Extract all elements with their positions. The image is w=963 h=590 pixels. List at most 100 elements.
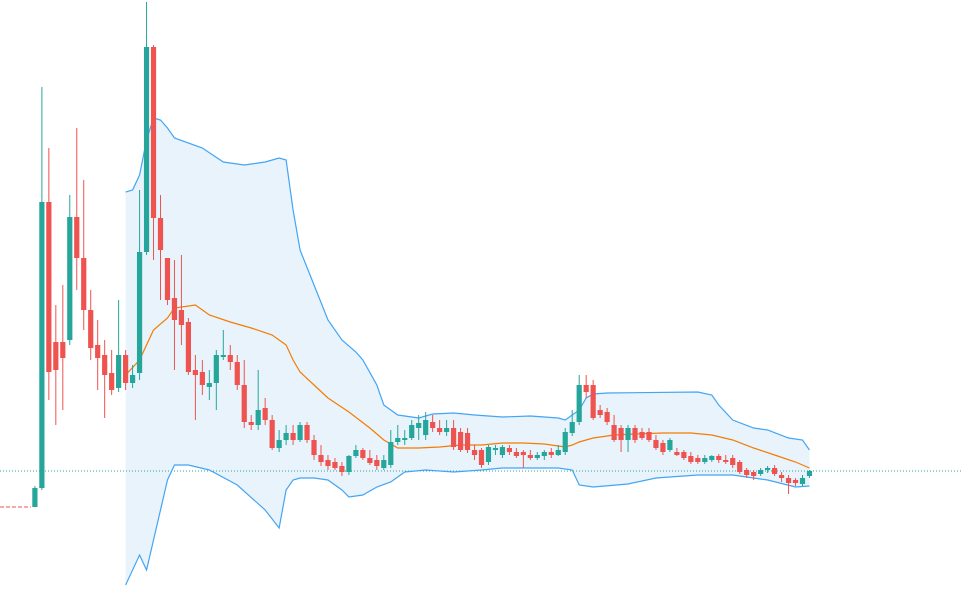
candle-body xyxy=(737,462,743,472)
candle-body xyxy=(520,452,526,455)
candle-body xyxy=(283,433,289,440)
candle-body xyxy=(32,488,38,507)
candle-body xyxy=(367,458,373,463)
candle-body xyxy=(255,410,261,425)
candle-body xyxy=(150,47,157,218)
candle-body xyxy=(730,458,736,465)
candle-body xyxy=(485,447,492,462)
candle-body xyxy=(716,456,722,460)
candle-body xyxy=(241,385,247,422)
candle-body xyxy=(778,475,785,478)
candle-body xyxy=(339,466,345,472)
candle-body xyxy=(506,448,513,452)
candle-body xyxy=(248,422,254,425)
candle-body xyxy=(46,202,52,372)
candle-body xyxy=(688,456,694,462)
candle-body xyxy=(102,355,108,375)
candle-body xyxy=(625,428,631,440)
candle-body xyxy=(409,425,415,438)
candle-body xyxy=(234,362,240,385)
candle-body xyxy=(792,480,799,483)
candle-body xyxy=(702,458,708,462)
candle-body xyxy=(290,433,296,440)
candle-body xyxy=(304,425,310,440)
candle-body xyxy=(67,217,73,340)
candle-body xyxy=(430,422,436,428)
candle-body xyxy=(164,258,171,300)
candle-body xyxy=(297,425,303,440)
candle-body xyxy=(681,452,687,458)
candle-body xyxy=(332,462,338,468)
candle-body xyxy=(758,470,764,474)
band-line xyxy=(125,464,810,586)
candle-body xyxy=(171,298,178,320)
candle-body xyxy=(374,460,380,466)
candle-body xyxy=(74,217,80,258)
candle-body xyxy=(492,448,499,450)
candle-body xyxy=(667,440,673,450)
candle-body xyxy=(618,428,624,440)
candle-body xyxy=(590,385,596,418)
candle-body xyxy=(771,468,778,474)
candle-body xyxy=(541,452,547,456)
candle-body xyxy=(444,428,450,432)
candle-body xyxy=(478,450,485,465)
candle-body xyxy=(576,385,582,422)
candle-body xyxy=(402,438,408,440)
candle-body xyxy=(95,345,101,358)
candle-body xyxy=(513,452,519,456)
candle-body xyxy=(471,450,478,455)
candle-body xyxy=(464,433,471,450)
candle-body xyxy=(416,423,422,428)
candle-body xyxy=(213,355,219,383)
candle-body xyxy=(785,478,792,483)
band-line xyxy=(125,304,810,469)
candle-body xyxy=(806,471,813,476)
band-fill xyxy=(125,118,810,585)
candle-body xyxy=(437,428,443,432)
candle-body xyxy=(527,455,533,458)
candle-body xyxy=(269,420,275,448)
candle-body xyxy=(199,372,205,385)
candle-body xyxy=(660,443,666,452)
candle-body xyxy=(220,355,226,357)
candle-body xyxy=(129,375,136,383)
candle-body xyxy=(388,442,394,465)
candle-body xyxy=(450,428,457,447)
candle-body xyxy=(178,310,185,325)
candle-body xyxy=(423,420,429,435)
candle-body xyxy=(604,412,610,422)
candle-body xyxy=(262,408,268,420)
candle-body xyxy=(109,373,115,390)
candle-body xyxy=(751,472,757,476)
candle-body xyxy=(381,460,387,468)
candle-body xyxy=(597,410,603,415)
candle-body xyxy=(346,456,352,472)
candle-body xyxy=(674,452,680,455)
candle-body xyxy=(192,370,198,375)
candle-body xyxy=(136,252,143,373)
candle-body xyxy=(534,455,540,458)
candle-body xyxy=(611,425,617,440)
candle-body xyxy=(632,428,638,440)
candle-body xyxy=(562,432,568,452)
candle-body xyxy=(123,355,129,383)
candle-body xyxy=(276,440,282,448)
candle-body xyxy=(311,440,317,455)
candle-body xyxy=(583,385,589,392)
candle-body xyxy=(116,355,122,388)
candle-body xyxy=(53,342,59,370)
candle-body xyxy=(395,438,401,442)
candle-body xyxy=(695,458,701,462)
candle-body xyxy=(765,468,771,470)
candle-body xyxy=(143,47,150,252)
candle-body xyxy=(88,310,94,348)
candle-body xyxy=(653,440,659,448)
candle-body xyxy=(318,455,324,462)
candle-body xyxy=(81,258,87,310)
candle-body xyxy=(457,432,464,450)
candle-body xyxy=(157,218,164,250)
candle-body xyxy=(227,355,233,362)
candle-body xyxy=(325,460,331,466)
